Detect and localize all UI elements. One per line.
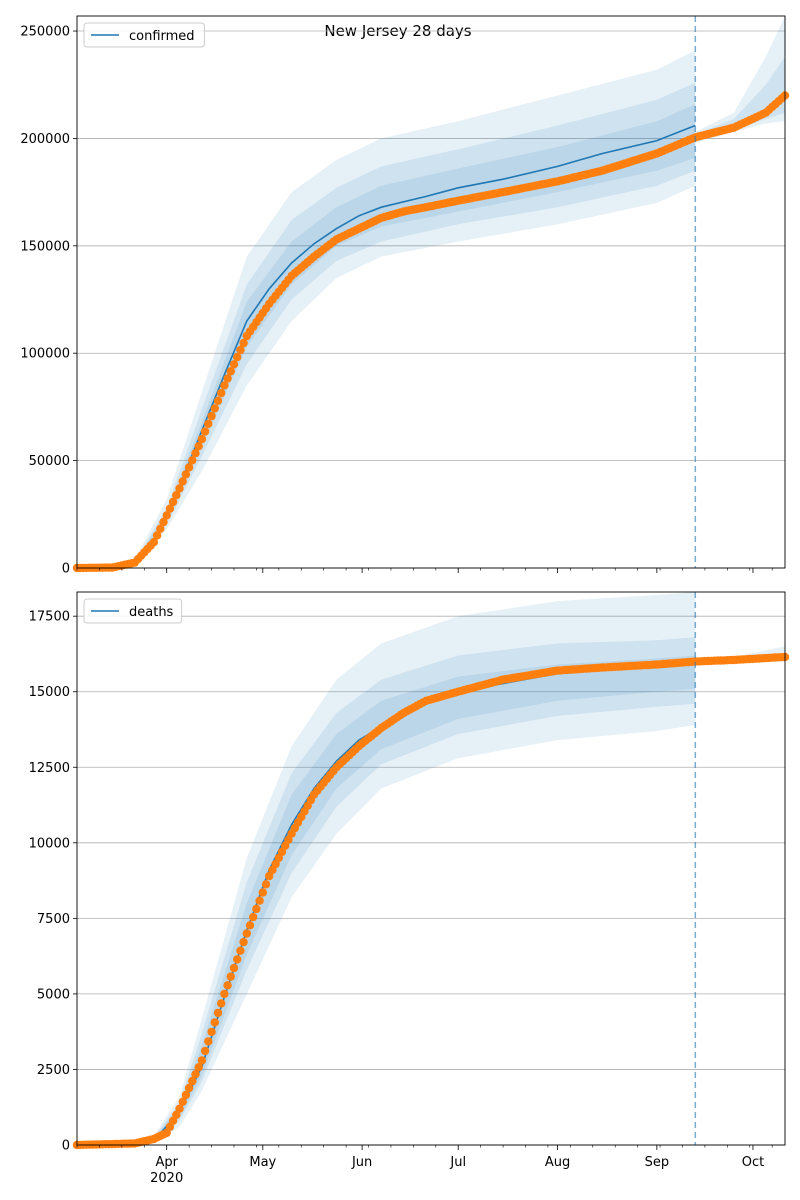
observed-point (207, 1027, 216, 1037)
observed-point (188, 1076, 197, 1086)
observed-point (210, 1018, 219, 1027)
x-year-label: 2020 (150, 1171, 183, 1186)
uncertainty-band (134, 82, 696, 565)
observed-point (239, 937, 248, 947)
confirmed-panel: 0 50000 100000 150000 200000 250000 confirmed (20, 15, 790, 577)
observed-point (249, 912, 258, 922)
observed-point (217, 388, 226, 398)
axes-frame (76, 15, 786, 569)
y-tick-label: 100000 (20, 347, 70, 362)
observed-point (181, 470, 191, 479)
x-tick-label: Jun (351, 1155, 372, 1170)
observed-point (194, 442, 203, 451)
observed-point (175, 484, 184, 493)
observed-point (168, 497, 178, 507)
observed-point (223, 374, 232, 383)
observed-point (204, 419, 213, 428)
observed-point (162, 511, 171, 520)
observed-point (220, 989, 229, 999)
observed-point (213, 1008, 223, 1018)
observed-point (217, 999, 226, 1008)
observed-point (204, 1037, 213, 1046)
observed-point (191, 1070, 200, 1079)
observed-point (258, 888, 267, 897)
y-tick-label: 200000 (20, 132, 70, 147)
observed-point (197, 1056, 207, 1065)
observed-point (252, 904, 261, 914)
observed-point (236, 946, 245, 955)
observed-point (152, 531, 162, 540)
observed-point (233, 353, 242, 362)
observed-point (239, 338, 248, 348)
observed-point (236, 345, 245, 355)
observed-point (213, 396, 223, 405)
y-tick-label: 17500 (29, 610, 70, 625)
observed-point (226, 972, 235, 981)
uncertainty-band (153, 592, 696, 1144)
observed-point (178, 477, 187, 486)
axes-frame (76, 591, 786, 1146)
observed-point (197, 434, 207, 444)
observed-point (188, 456, 197, 465)
y-tick-label: 250000 (20, 25, 70, 40)
observed-point (184, 1083, 194, 1093)
observed-point (200, 1046, 210, 1056)
y-tick-label: 15000 (29, 685, 70, 700)
observed-point (178, 1097, 187, 1107)
observed-point (233, 955, 242, 964)
y-tick-label: 12500 (29, 761, 70, 776)
observed-point (156, 524, 165, 533)
x-tick-label: May (249, 1155, 276, 1170)
uncertainty-band (695, 56, 785, 141)
observed-point (220, 381, 229, 390)
y-tick-label: 5000 (37, 987, 70, 1002)
observed-point (207, 411, 216, 421)
legend-label: confirmed (129, 29, 195, 44)
y-tick-label: 50000 (29, 454, 70, 469)
y-tick-label: 0 (62, 1139, 70, 1154)
y-tick-label: 2500 (37, 1063, 70, 1078)
observed-point (191, 449, 200, 458)
observed-point (223, 981, 232, 990)
observed-point (194, 1063, 203, 1072)
legend-box (83, 598, 183, 624)
observed-point (172, 491, 181, 500)
observed-point (245, 921, 255, 930)
observed-point (175, 1104, 184, 1113)
observed-point (149, 538, 159, 547)
observed-point (261, 880, 271, 889)
observed-point (165, 504, 175, 513)
legend-box (83, 22, 205, 48)
y-tick-label: 150000 (20, 239, 70, 254)
deaths-panel: 0 2500 5000 7500 10000 12500 15000 17500 Apr2020… (29, 591, 790, 1186)
x-tick-label: Aug (545, 1155, 570, 1170)
x-tick-label: Sep (645, 1155, 670, 1170)
observed-point (229, 963, 239, 973)
y-tick-label: 10000 (29, 836, 70, 851)
legend-label: deaths (129, 605, 174, 620)
x-tick-label: Oct (742, 1155, 764, 1170)
x-tick-label: Jul (449, 1155, 466, 1170)
observed-point (200, 427, 210, 436)
observed-point (229, 360, 239, 369)
observed-point (210, 404, 219, 413)
y-tick-label: 7500 (37, 912, 70, 927)
observed-point (181, 1090, 191, 1100)
x-tick-label: Apr (155, 1155, 178, 1170)
observed-point (242, 929, 251, 938)
observed-point (255, 896, 264, 905)
observed-point (226, 367, 235, 376)
y-tick-label: 0 (62, 562, 70, 577)
observed-point (184, 463, 194, 472)
observed-point (159, 517, 168, 527)
